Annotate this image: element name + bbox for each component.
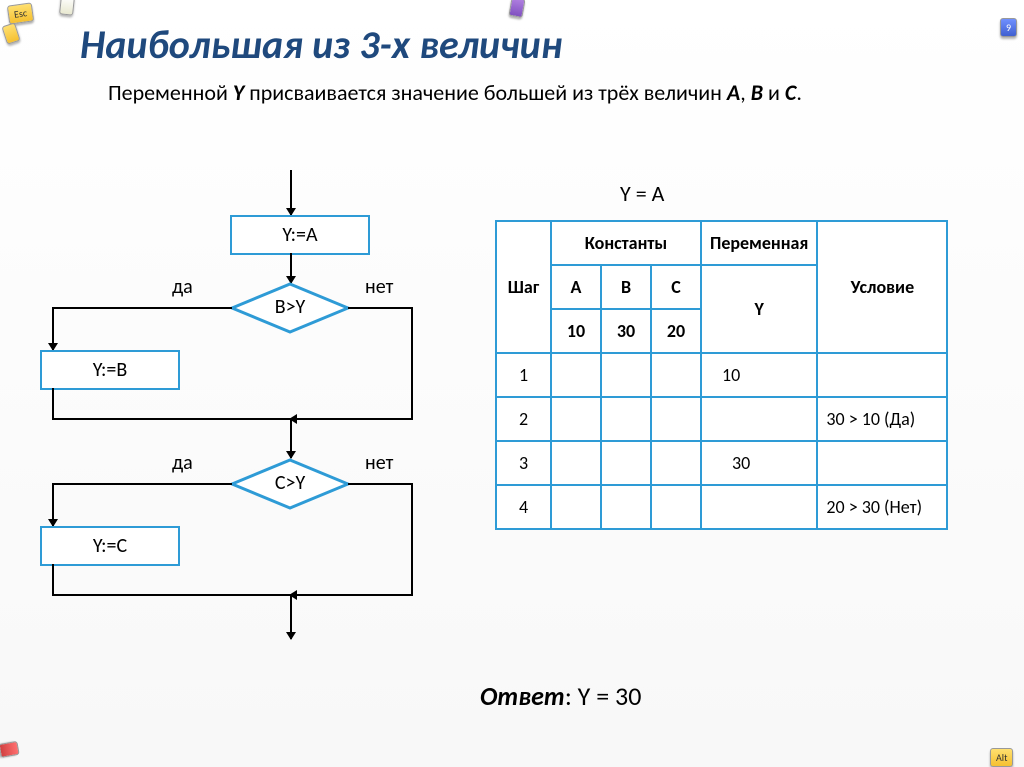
th-const: Константы <box>551 221 701 265</box>
flow-decision-cy: C>Y <box>230 458 350 508</box>
flow-line-l2 <box>52 307 54 350</box>
flow-line-l3 <box>52 388 54 418</box>
table-row: 4 20 > 30 (Нет) <box>496 485 947 529</box>
slide-description: Переменной Y присваивается значение боль… <box>80 79 944 108</box>
formula-text: Y = A <box>620 180 664 207</box>
td-cond: 20 > 30 (Нет) <box>817 485 947 529</box>
th-y: Y <box>701 265 817 353</box>
td-cond <box>817 353 947 397</box>
flow-label-yes-2: да <box>172 451 193 475</box>
slide-title: Наибольшая из 3-х величин <box>80 20 984 69</box>
answer: Ответ: Y = 30 <box>480 680 641 712</box>
desc-v2: A <box>727 79 740 106</box>
flow-line-ll1 <box>52 483 232 485</box>
key-deco-4 <box>1 22 20 44</box>
flow-decision-by-label: B>Y <box>230 282 350 332</box>
key-nine: 9 <box>1000 18 1017 37</box>
th-a: A <box>551 265 601 309</box>
table-row: 3 30 <box>496 441 947 485</box>
flow-label-yes-1: да <box>172 275 193 299</box>
flow-box-yc: Y:=C <box>40 526 180 566</box>
flow-decision-cy-label: C>Y <box>230 458 350 508</box>
td-y: 10 <box>701 353 817 397</box>
flow-line-rr3 <box>290 594 413 596</box>
desc-p1: Переменной <box>108 79 233 106</box>
desc-v1: Y <box>233 79 244 106</box>
flow-line-rr2 <box>411 483 413 595</box>
slide: Esc 9 Alt Наибольшая из 3-х величин Пере… <box>0 0 1024 767</box>
key-deco-2 <box>508 0 525 18</box>
table-row: 2 30 > 10 (Да) <box>496 397 947 441</box>
th-c: C <box>651 265 701 309</box>
desc-p3: , <box>740 79 750 106</box>
td-y <box>701 485 817 529</box>
td-y <box>701 397 817 441</box>
flow-line-rr1 <box>348 483 413 485</box>
flow-line-r3 <box>290 418 413 420</box>
flowchart: Y:=A B>Y да нет Y:=B C>Y да <box>40 190 480 670</box>
flow-line-exit <box>290 594 292 639</box>
td-val-b: 30 <box>601 309 651 353</box>
desc-v3: B <box>751 79 763 106</box>
flow-line-l4 <box>52 418 292 420</box>
td-step: 2 <box>496 397 551 441</box>
flow-line-ll3 <box>52 564 54 594</box>
flow-box-ya: Y:=A <box>230 215 370 255</box>
flow-line-entry <box>290 170 292 215</box>
flow-label-no-2: нет <box>365 451 393 475</box>
flow-decision-by: B>Y <box>230 282 350 332</box>
table-row: 1 10 <box>496 353 947 397</box>
flow-line-r1 <box>348 307 413 309</box>
td-step: 3 <box>496 441 551 485</box>
desc-v4: C <box>785 79 796 106</box>
td-val-c: 20 <box>651 309 701 353</box>
th-b: B <box>601 265 651 309</box>
answer-prefix: Ответ <box>480 680 565 712</box>
answer-text: : Y = 30 <box>565 680 642 712</box>
th-cond: Условие <box>817 221 947 353</box>
td-step: 1 <box>496 353 551 397</box>
flow-line-l1 <box>52 307 232 309</box>
desc-p5: . <box>796 79 802 106</box>
flow-line-r2 <box>411 307 413 419</box>
flow-label-no-1: нет <box>365 275 393 299</box>
flow-line-ll2 <box>52 483 54 526</box>
key-alt: Alt <box>990 748 1013 767</box>
flow-line-2 <box>290 418 292 458</box>
key-esc: Esc <box>7 2 34 24</box>
flow-line-ll4 <box>52 594 292 596</box>
key-deco-3 <box>59 0 75 16</box>
td-cond <box>817 441 947 485</box>
td-val-a: 10 <box>551 309 601 353</box>
trace-table: Шаг Константы Переменная Условие A B C Y… <box>495 220 948 530</box>
th-var: Переменная <box>701 221 817 265</box>
th-step: Шаг <box>496 221 551 353</box>
flow-box-yb: Y:=B <box>40 350 180 390</box>
desc-p4: и <box>763 79 785 106</box>
flow-line-1 <box>290 253 292 283</box>
td-cond: 30 > 10 (Да) <box>817 397 947 441</box>
td-step: 4 <box>496 485 551 529</box>
desc-p2: присваивается значение большей из трёх в… <box>244 79 727 106</box>
key-deco-1 <box>0 741 20 758</box>
td-y: 30 <box>701 441 817 485</box>
